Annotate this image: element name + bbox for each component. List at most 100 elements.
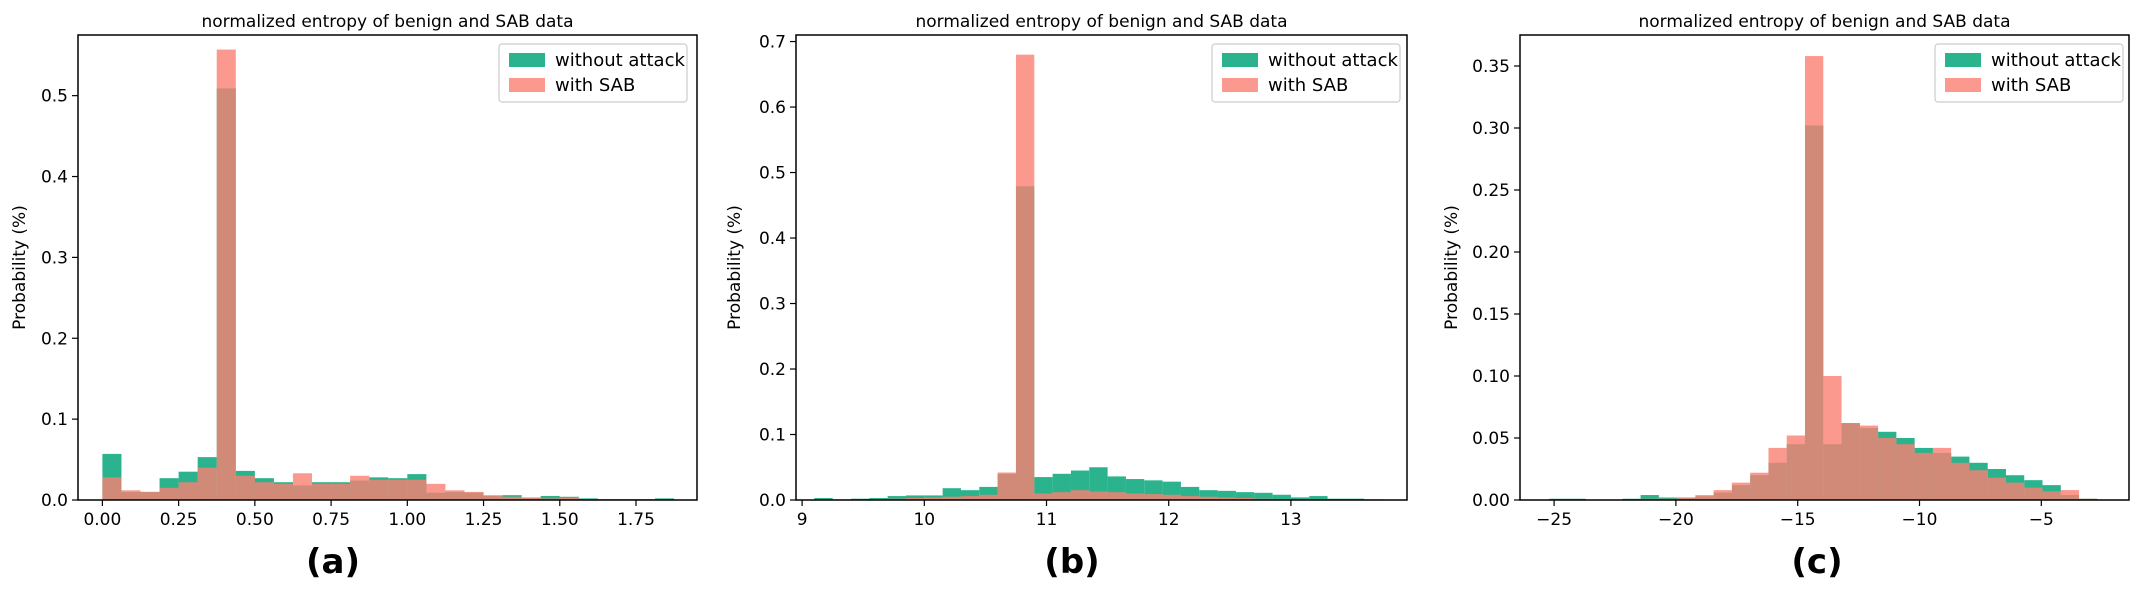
x-tick-label: 1.25 [465, 510, 503, 530]
bar-with-sab-12 [1768, 447, 1787, 500]
bar-with-sab-24 [559, 497, 579, 500]
x-tick-label: 12 [1158, 510, 1180, 530]
bar-with-sab-17 [426, 483, 446, 500]
bar-with-sab-25 [2005, 482, 2025, 500]
bar-with-sab-9 [1713, 490, 1732, 500]
bar-with-sab-3 [159, 487, 179, 500]
bar-with-sab-21 [1199, 496, 1218, 500]
bar-with-sab-17 [1125, 493, 1145, 500]
legend-label-without-attack: without attack [1991, 50, 2121, 71]
y-axis: 0.00 0.05 0.10 0.15 0.20 0.25 0.30 0.35 [1472, 57, 1520, 511]
legend-swatch-without-attack [1222, 53, 1258, 67]
bar-with-sab-15 [1089, 491, 1108, 500]
bar-with-sab-8 [960, 496, 980, 500]
x-tick-label: 0.75 [312, 510, 350, 530]
x-tick-label: −25 [1536, 510, 1572, 530]
bar-with-sab-13 [350, 475, 370, 500]
y-tick-label: 0.30 [1472, 119, 1510, 139]
legend-swatch-with-sab [1945, 78, 1981, 92]
bar-with-sab-14 [1070, 490, 1090, 500]
y-tick-label: 0.10 [1472, 367, 1510, 387]
bar-with-sab-23 [1235, 498, 1255, 500]
y-axis: 0.0 0.1 0.2 0.3 0.4 0.5 [41, 87, 78, 511]
bar-with-sab-7 [942, 496, 961, 500]
x-tick-label: 13 [1280, 510, 1302, 530]
bar-with-sab-7 [1677, 497, 1696, 500]
bar-with-sab-23 [1969, 470, 1988, 500]
bar-with-sab-1 [121, 490, 141, 500]
bar-with-sab-11 [1015, 54, 1035, 501]
x-tick-label: 11 [1036, 510, 1058, 530]
bar-with-sab-16 [407, 479, 427, 500]
bar-with-sab-21 [502, 496, 522, 500]
bar-with-sab-6 [216, 49, 236, 501]
bar-with-sab-10 [292, 473, 313, 500]
bar-with-sab-22 [1217, 497, 1236, 500]
bar-with-sab-9 [273, 483, 293, 500]
x-tick-label: −5 [2029, 510, 2054, 530]
y-tick-label: 0.20 [1472, 243, 1510, 263]
bar-with-sab-16 [1841, 423, 1860, 500]
bar-with-sab-13 [1786, 435, 1806, 500]
legend-swatch-without-attack [1945, 53, 1981, 67]
x-tick-label: 1.50 [541, 510, 579, 530]
bar-with-sab-8 [254, 482, 274, 500]
legend-frame [1211, 43, 1401, 103]
legend: without attack with SAB [1211, 43, 1401, 103]
legend: without attack with SAB [1934, 43, 2124, 103]
bar-with-sab-20 [483, 495, 503, 500]
bar-with-sab-12 [1034, 493, 1053, 500]
plot-frame [795, 34, 1408, 501]
bar-without-attack-27 [1309, 496, 1328, 500]
bar-with-sab-6 [924, 497, 943, 500]
bar-with-sab-27 [2042, 491, 2061, 500]
chart-title: normalized entropy of benign and SAB dat… [201, 12, 573, 32]
y-axis: 0.0 0.1 0.2 0.3 0.4 0.5 0.6 0.7 [759, 33, 796, 511]
y-tick-label: 0.05 [1472, 429, 1510, 449]
panel-label-b: (b) [1044, 542, 1099, 582]
bar-without-attack-23 [540, 495, 560, 500]
y-tick-label: 0.15 [1472, 305, 1510, 325]
legend: without attack with SAB [498, 43, 688, 103]
y-tick-label: 0.0 [759, 491, 786, 511]
x-tick-label: 0.50 [236, 510, 274, 530]
y-tick-label: 0.35 [1472, 57, 1510, 77]
bar-without-attack-21 [1199, 490, 1218, 500]
legend-label-with-sab: with SAB [1991, 75, 2071, 96]
bar-with-sab-22 [521, 497, 541, 500]
bar-with-sab-0 [102, 477, 122, 500]
y-tick-label: 0.1 [759, 426, 786, 446]
plot-frame [1519, 34, 2130, 501]
bar-without-attack-4 [887, 496, 906, 500]
bar-without-attack-24 [1254, 492, 1273, 500]
y-tick-label: 0.5 [759, 164, 786, 184]
bar-with-sab-10 [1731, 482, 1751, 500]
x-tick-label: −20 [1658, 510, 1694, 530]
bar-with-sab-24 [1987, 477, 2006, 500]
legend-frame [1934, 43, 2124, 103]
chart-title: normalized entropy of benign and SAB dat… [1638, 12, 2010, 32]
bar-without-attack-23 [1235, 492, 1255, 500]
bar-with-sab-18 [445, 490, 465, 500]
bar-with-sab-12 [331, 483, 351, 500]
legend-swatch-with-sab [1222, 78, 1258, 92]
legend-frame [498, 43, 688, 103]
x-tick-label: −15 [1780, 510, 1816, 530]
bar-with-sab-28 [2060, 490, 2080, 500]
bar-without-attack-3 [869, 498, 888, 500]
bar-with-sab-23 [540, 498, 560, 500]
bar-with-sab-17 [1859, 425, 1879, 500]
bar-with-sab-21 [1932, 447, 1952, 500]
bar-with-sab-15 [1823, 376, 1842, 500]
bar-with-sab-20 [1180, 496, 1200, 500]
legend-label-without-attack: without attack [555, 50, 685, 71]
bar-without-attack-5 [905, 495, 925, 500]
y-axis-label: Probability (%) [10, 205, 30, 330]
y-tick-label: 0.0 [41, 491, 68, 511]
bar-with-sab-19 [464, 491, 484, 500]
y-tick-label: 0.4 [759, 229, 786, 249]
y-tick-label: 0.00 [1472, 491, 1510, 511]
legend-label-with-sab: with SAB [555, 75, 635, 96]
y-axis-label: Probability (%) [725, 205, 745, 330]
